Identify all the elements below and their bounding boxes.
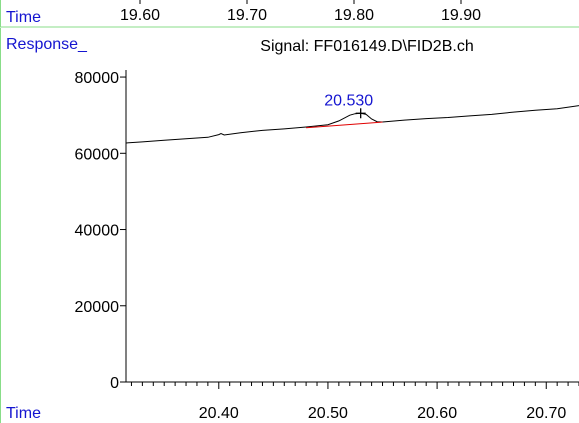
y-tick-label: 80000	[75, 70, 120, 87]
top-tick-label: 19.80	[334, 7, 374, 24]
top-tick-label: 19.60	[120, 7, 160, 24]
peak-label: 20.530	[324, 92, 373, 109]
y-tick-label: 0	[110, 375, 119, 392]
x-axis-label: Time	[6, 405, 41, 422]
chart-title: Signal: FF016149.D\FID2B.ch	[260, 38, 473, 55]
x-tick-label: 20.70	[526, 405, 566, 422]
x-tick-label: 20.50	[308, 405, 348, 422]
y-tick-label: 60000	[75, 146, 120, 163]
x-tick-label: 20.60	[417, 405, 457, 422]
plot-area: 20.530	[125, 92, 579, 144]
x-tick-label: 20.40	[199, 405, 239, 422]
top-tick-label: 19.70	[227, 7, 267, 24]
signal-trace	[125, 105, 579, 144]
peak-baseline	[306, 121, 383, 129]
y-tick-label: 40000	[75, 223, 120, 240]
top-time-ticks: 19.60 19.70 19.80 19.90	[120, 0, 481, 24]
y-tick-label: 20000	[75, 299, 120, 316]
top-tick-label: 19.90	[441, 7, 481, 24]
axes: 0 20000 40000 60000 80000 20.40 20.50 20.60 20.7…	[75, 70, 579, 422]
y-axis-label: Response_	[6, 36, 88, 53]
top-time-label: Time	[6, 9, 41, 26]
